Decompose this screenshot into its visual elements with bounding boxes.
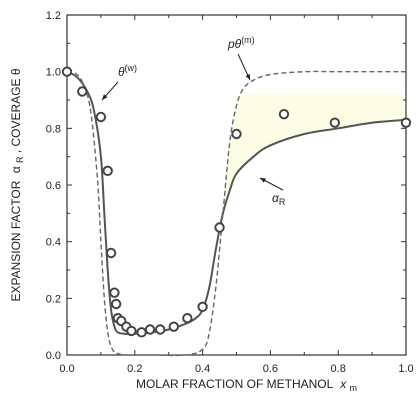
annotation-p-theta-m: pθ(m) [227, 35, 255, 51]
x-tick-label: 0.4 [195, 363, 210, 375]
series-line-p-theta-m [151, 70, 406, 357]
data-point [214, 222, 225, 233]
annotation-theta-w-sup: (w) [125, 63, 138, 73]
y-tick-label: 0.0 [46, 350, 61, 362]
y-tick-label: 0.2 [46, 293, 61, 305]
data-point [278, 108, 290, 120]
data-point [168, 321, 179, 332]
x-axis-label: MOLAR FRACTION OF METHANOL x m [136, 377, 357, 393]
axis-ticks: 0.0 0.2 0.4 0.6 0.8 1.0 0.0 0.2 0.4 0.6 0.8 1.0 1.2 [46, 10, 414, 375]
annotation-alpha-r: αR [272, 191, 286, 207]
annotations: θ(w) pθ(m) αR [101, 35, 286, 207]
y-tick-label: 0.4 [46, 237, 61, 249]
annotation-p-theta-m-arrowhead [245, 74, 250, 80]
x-axis-label-symbol: x [339, 377, 347, 391]
y-axis-label-rest: , COVERAGE θ [9, 68, 23, 153]
x-tick-label: 0.6 [263, 363, 278, 375]
data-point [126, 325, 137, 337]
annotation-alpha-r-arrowhead [260, 178, 266, 183]
x-axis-label-sub: m [350, 383, 358, 393]
x-tick-label: 1.0 [398, 363, 413, 375]
data-point [95, 111, 107, 123]
data-point [400, 117, 412, 128]
shaded-region [67, 71, 406, 334]
x-axis-label-text: MOLAR FRACTION OF METHANOL [136, 377, 334, 391]
data-point [105, 247, 117, 259]
data-point [136, 327, 147, 338]
data-point [155, 324, 166, 335]
annotation-theta-w: θ(w) [118, 63, 137, 79]
data-point [109, 287, 120, 298]
data-point [77, 86, 88, 97]
annotation-p-theta-m-symbol: pθ [227, 37, 242, 51]
y-axis-label-text: EXPANSION FACTOR [9, 180, 23, 301]
x-tick-label: 0.0 [59, 363, 74, 375]
y-tick-label: 0.6 [46, 180, 61, 192]
data-point [182, 312, 193, 324]
y-tick-label: 0.8 [46, 123, 61, 135]
annotation-theta-w-arrowhead [102, 94, 108, 100]
annotation-alpha-r-sub: R [279, 197, 286, 207]
y-tick-label: 1.2 [46, 10, 61, 22]
data-markers [61, 66, 412, 338]
annotation-p-theta-m-sup: (m) [241, 35, 255, 45]
y-axis-label-symbol: α [9, 166, 23, 173]
data-point [102, 165, 113, 177]
x-tick-label: 0.8 [331, 363, 346, 375]
data-point [231, 128, 242, 140]
y-axis-label-sub: R [15, 156, 25, 163]
annotation-alpha-r-symbol: α [272, 191, 280, 205]
data-point [144, 324, 156, 335]
x-tick-label: 0.2 [127, 363, 142, 375]
y-tick-label: 1.0 [46, 67, 61, 79]
data-point [197, 301, 208, 313]
series-line-theta-w [66, 71, 135, 356]
y-axis-label: EXPANSION FACTOR α R , COVERAGE θ [9, 68, 26, 301]
annotation-theta-w-symbol: θ [118, 65, 125, 79]
shaded-area [67, 71, 406, 334]
data-point [61, 66, 73, 77]
data-point [110, 298, 122, 310]
data-point [329, 117, 341, 128]
